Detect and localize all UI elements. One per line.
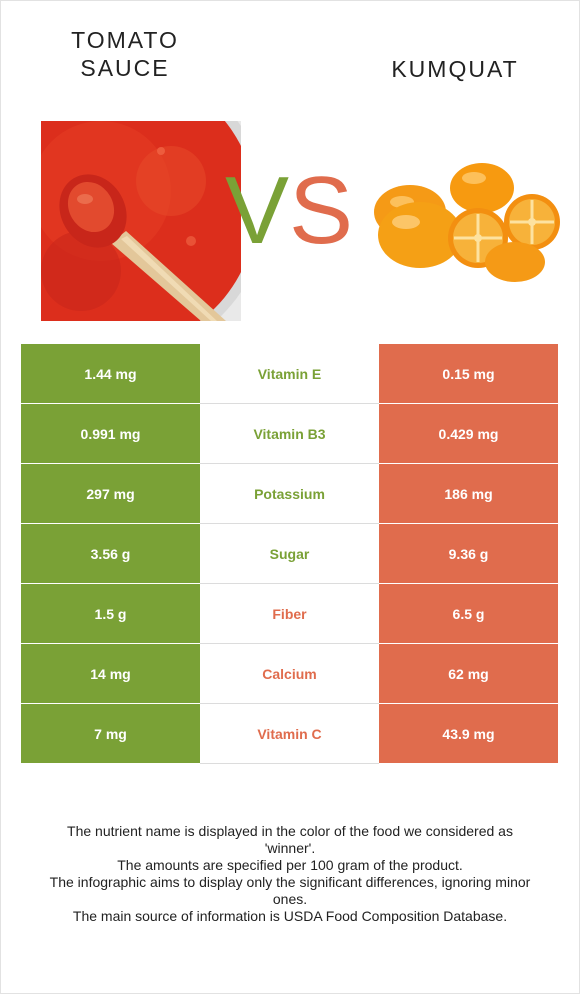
left-value: 14 mg — [21, 643, 200, 704]
right-value: 0.15 mg — [379, 344, 558, 404]
right-value: 6.5 g — [379, 583, 558, 644]
comparison-row: 7 mg Vitamin C 43.9 mg — [21, 703, 558, 764]
note-1: The nutrient name is displayed in the co… — [67, 823, 513, 856]
comparison-row: 0.991 mg Vitamin B3 0.429 mg — [21, 403, 558, 464]
left-value: 7 mg — [21, 703, 200, 764]
left-value: 3.56 g — [21, 523, 200, 584]
nutrient-name: Vitamin B3 — [200, 403, 379, 464]
right-food-title: KUMQUAT — [391, 56, 519, 82]
vs-v: V — [225, 157, 290, 264]
nutrient-name: Sugar — [200, 523, 379, 584]
comparison-row: 1.44 mg Vitamin E 0.15 mg — [21, 344, 558, 404]
left-value: 297 mg — [21, 463, 200, 524]
right-value: 186 mg — [379, 463, 558, 524]
note-2: The amounts are specified per 100 gram o… — [117, 857, 463, 873]
left-food-title: TOMATO SAUCE — [40, 26, 210, 82]
kumquat-image — [370, 150, 562, 290]
right-value: 43.9 mg — [379, 703, 558, 764]
left-value: 1.5 g — [21, 583, 200, 644]
right-value: 62 mg — [379, 643, 558, 704]
comparison-row: 14 mg Calcium 62 mg — [21, 643, 558, 704]
note-4: The main source of information is USDA F… — [72, 908, 508, 924]
footnotes: The nutrient name is displayed in the co… — [40, 823, 540, 925]
vs-label: VS — [225, 163, 353, 259]
nutrient-name: Potassium — [200, 463, 379, 524]
vs-s: S — [289, 157, 354, 264]
right-value: 9.36 g — [379, 523, 558, 584]
left-food-title-line-2: SAUCE — [80, 55, 170, 81]
nutrient-name: Vitamin E — [200, 344, 379, 404]
comparison-row: 1.5 g Fiber 6.5 g — [21, 583, 558, 644]
nutrient-name: Fiber — [200, 583, 379, 644]
tomato-sauce-image — [41, 121, 241, 321]
left-food-title-line-1: TOMATO — [71, 27, 179, 53]
left-value: 0.991 mg — [21, 403, 200, 464]
right-value: 0.429 mg — [379, 403, 558, 464]
nutrient-name: Calcium — [200, 643, 379, 704]
comparison-row: 297 mg Potassium 186 mg — [21, 463, 558, 524]
left-value: 1.44 mg — [21, 344, 200, 404]
note-3: The infographic aims to display only the… — [49, 874, 531, 907]
comparison-row: 3.56 g Sugar 9.36 g — [21, 523, 558, 584]
comparison-table: 1.44 mg Vitamin E 0.15 mg 0.991 mg Vitamin B… — [21, 344, 558, 764]
nutrient-name: Vitamin C — [200, 703, 379, 764]
